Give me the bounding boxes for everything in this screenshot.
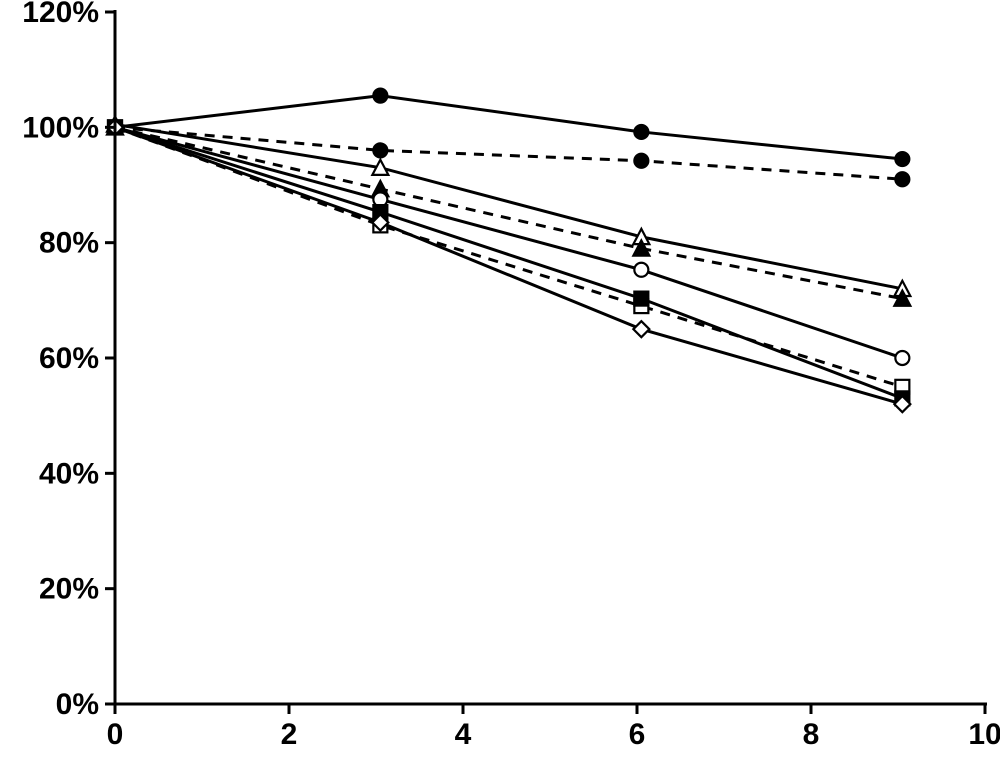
s6-dashed-open-square bbox=[108, 120, 909, 394]
marker-diamond-open bbox=[633, 321, 649, 337]
s5-solid-open-circle bbox=[108, 120, 909, 365]
y-tick-label: 0% bbox=[56, 688, 99, 721]
x-tick-label: 0 bbox=[107, 718, 124, 751]
x-tick-label: 2 bbox=[281, 718, 298, 751]
line-chart: 0% 20% 40% 60% 80% 100% 120% 0 2 4 6 8 10 bbox=[0, 0, 1000, 757]
x-tick-label: 8 bbox=[803, 718, 820, 751]
y-tick-label: 20% bbox=[39, 573, 99, 606]
marker-circle-filled bbox=[634, 154, 648, 168]
marker-square-filled bbox=[634, 292, 648, 306]
series-group bbox=[107, 89, 910, 413]
y-tick-label: 80% bbox=[39, 227, 99, 260]
s3-solid-open-triangle bbox=[107, 116, 910, 296]
y-tick-label: 60% bbox=[39, 342, 99, 375]
marker-circle-filled bbox=[373, 89, 387, 103]
y-tick-label: 100% bbox=[22, 111, 99, 144]
marker-circle-filled bbox=[895, 172, 909, 186]
marker-circle-open bbox=[895, 351, 909, 365]
marker-circle-filled bbox=[634, 125, 648, 139]
marker-circle-open bbox=[634, 263, 648, 277]
y-tick-label: 120% bbox=[22, 0, 99, 29]
x-tick-label: 6 bbox=[629, 718, 646, 751]
marker-circle-filled bbox=[373, 143, 387, 157]
x-tick-label: 4 bbox=[455, 718, 472, 751]
marker-circle-filled bbox=[895, 152, 909, 166]
s7-solid-filled-square bbox=[108, 120, 909, 405]
x-tick-label: 10 bbox=[968, 718, 1000, 751]
y-tick-label: 40% bbox=[39, 457, 99, 490]
